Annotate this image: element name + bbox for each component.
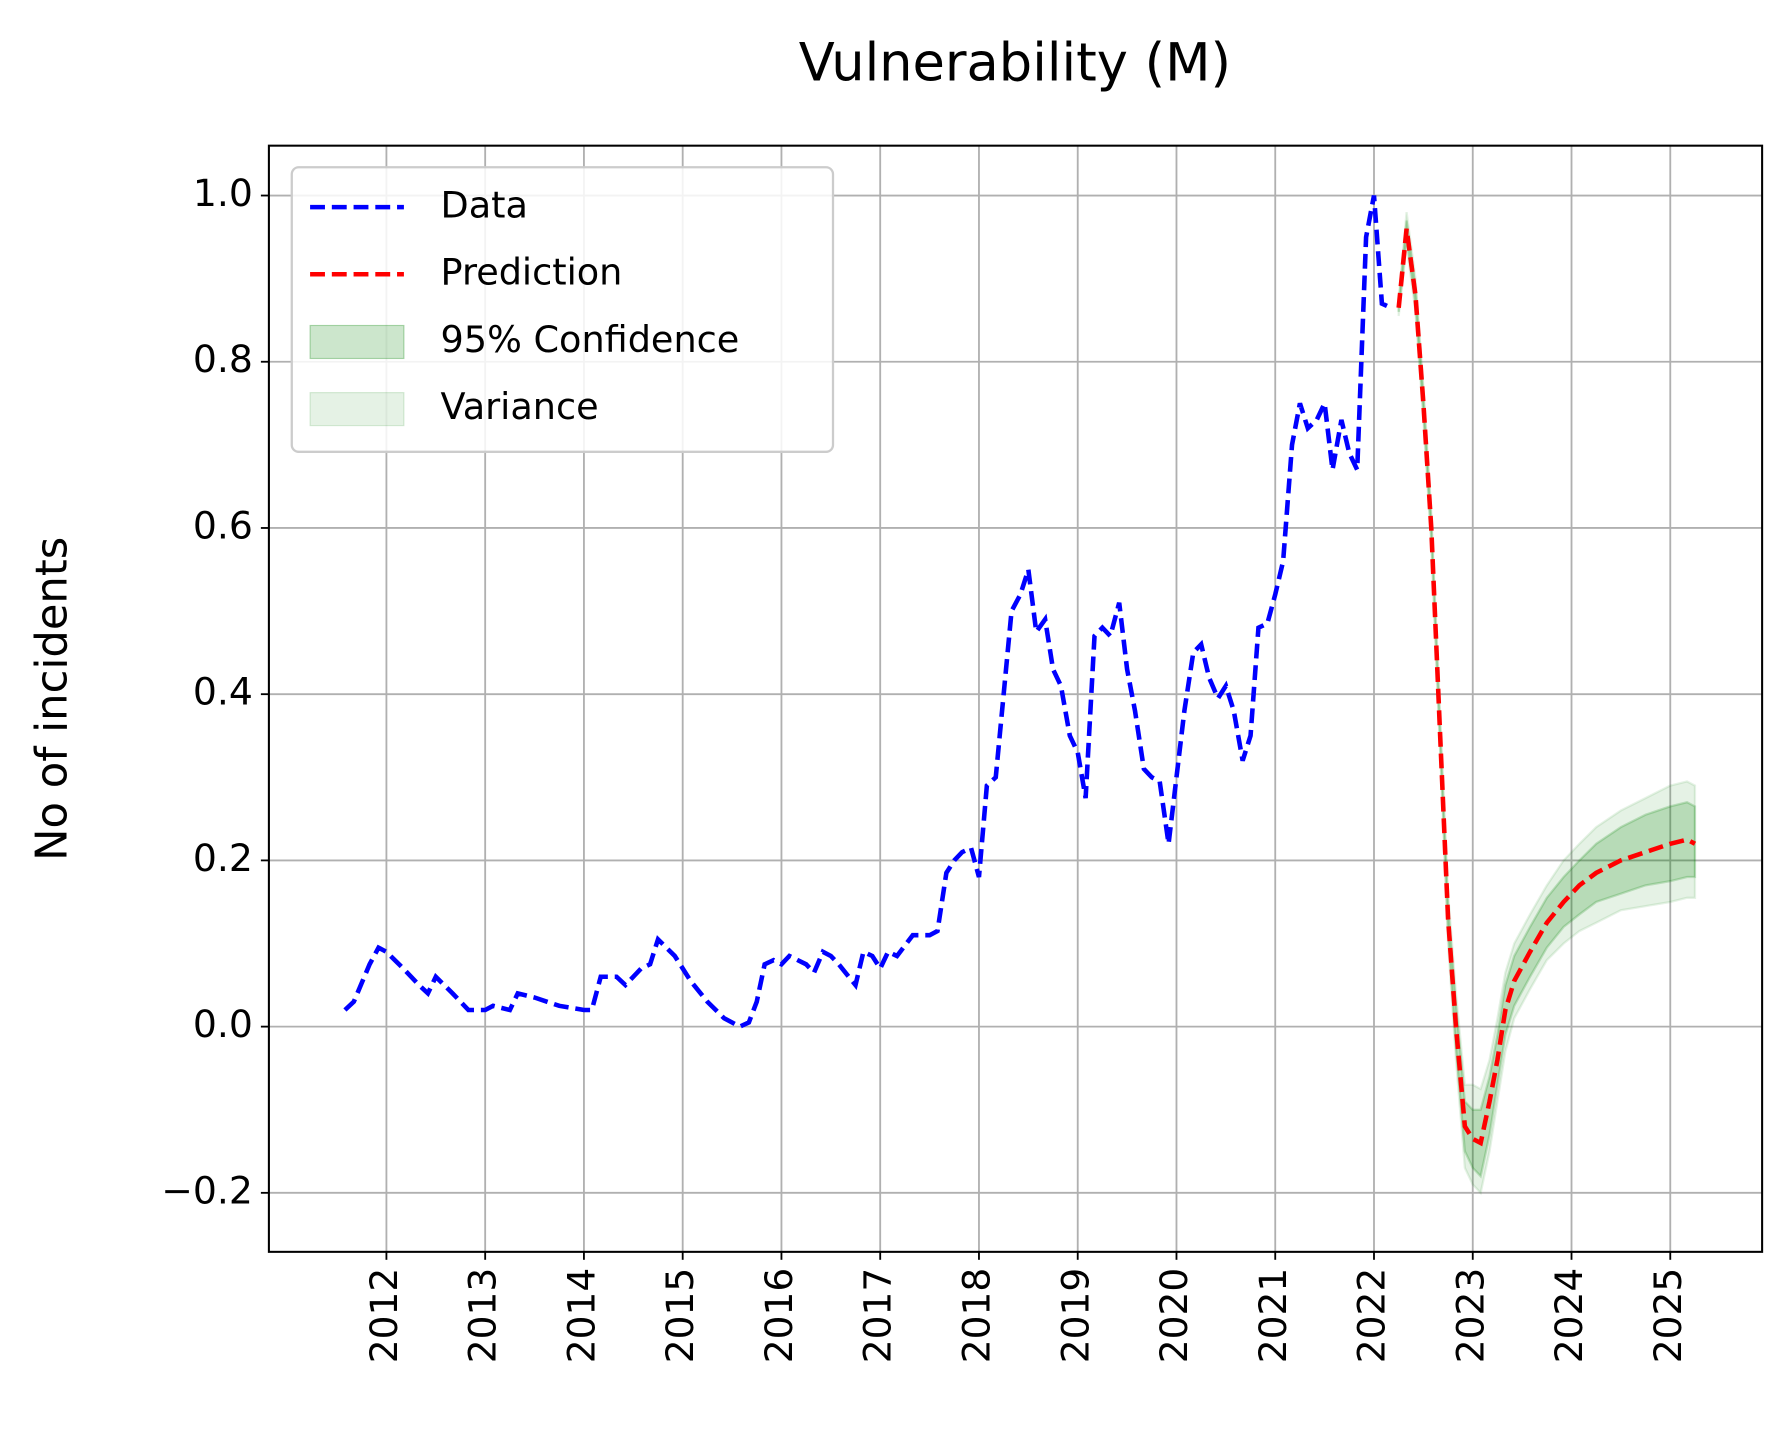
x-tick-label: 2013 bbox=[461, 1268, 505, 1364]
y-tick-label: 0.0 bbox=[193, 1002, 253, 1046]
x-tick-label: 2016 bbox=[757, 1268, 801, 1364]
x-tick-label: 2012 bbox=[362, 1268, 406, 1364]
legend-box bbox=[290, 166, 835, 453]
y-tick-label: 0.2 bbox=[193, 836, 253, 880]
plot-area bbox=[343, 195, 1697, 1196]
x-tick-label: 2017 bbox=[856, 1268, 900, 1364]
data-line bbox=[1396, 228, 1697, 1147]
x-tick-label: 2018 bbox=[954, 1268, 998, 1364]
confidence-band bbox=[1397, 220, 1697, 1179]
chart-title: Vulnerability (M) bbox=[799, 33, 1231, 94]
y-tick-label: 0.4 bbox=[193, 670, 253, 714]
y-tick-label: 1.0 bbox=[193, 171, 253, 215]
y-axis-label: No of incidents bbox=[27, 537, 77, 861]
x-tick-label: 2024 bbox=[1547, 1268, 1591, 1364]
x-tick-label: 2020 bbox=[1152, 1268, 1196, 1364]
legend-label: Prediction bbox=[441, 251, 623, 294]
y-tick-label: −0.2 bbox=[161, 1168, 253, 1212]
x-tick-label: 2014 bbox=[559, 1268, 603, 1364]
legend-swatch bbox=[309, 392, 405, 427]
data-line bbox=[343, 195, 1392, 1030]
axes-frame bbox=[267, 144, 1764, 1253]
x-tick-label: 2015 bbox=[658, 1268, 702, 1364]
x-tick-label: 2025 bbox=[1646, 1268, 1690, 1364]
x-tick-label: 2022 bbox=[1349, 1268, 1393, 1364]
legend-swatch bbox=[309, 324, 405, 360]
legend-label: Variance bbox=[441, 385, 599, 428]
legend-label: 95% Confidence bbox=[441, 318, 740, 361]
x-tick-label: 2023 bbox=[1448, 1268, 1492, 1364]
y-tick-label: 0.8 bbox=[193, 337, 253, 381]
x-tick-label: 2021 bbox=[1251, 1268, 1295, 1364]
y-tick-label: 0.6 bbox=[193, 504, 253, 548]
x-tick-label: 2019 bbox=[1053, 1268, 1097, 1364]
confidence-band bbox=[1397, 212, 1697, 1196]
legend-label: Data bbox=[441, 184, 528, 227]
